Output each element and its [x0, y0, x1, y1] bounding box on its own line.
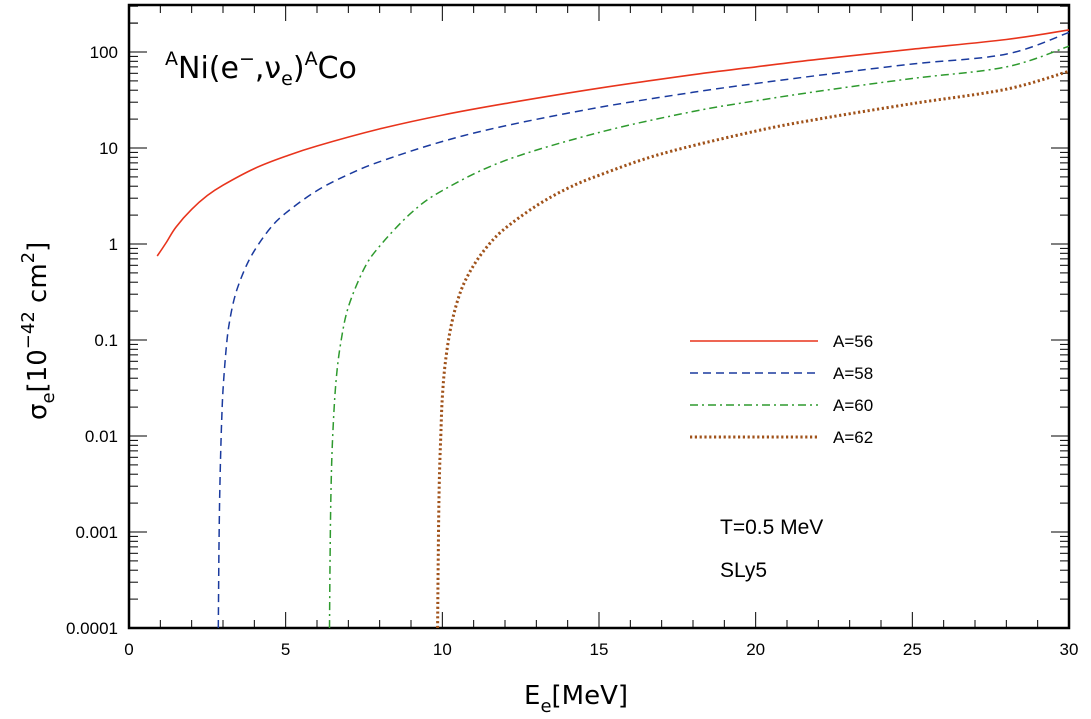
- reaction-sub-e: e: [281, 68, 293, 90]
- y-tick-label: 0.1: [94, 331, 118, 350]
- y-axis-title-sub: e: [38, 392, 59, 403]
- legend-label-a62: A=62: [833, 428, 873, 447]
- y-tick-label: 100: [90, 43, 118, 62]
- legend-label-a58: A=58: [833, 364, 873, 383]
- legend: A=56 A=58 A=60 A=62: [690, 332, 873, 447]
- x-axis-title: Ee[MeV]: [524, 681, 628, 717]
- y-axis-title-exp: −42: [18, 311, 39, 349]
- x-tick-label: 30: [1060, 640, 1079, 659]
- y-tick-label: 1: [109, 235, 118, 254]
- y-tick-label: 0.0001: [66, 619, 118, 638]
- annotation-model: SLy5: [720, 559, 767, 582]
- y-axis-title-sigma: σ: [23, 404, 53, 420]
- legend-entry: A=62: [690, 428, 873, 447]
- reaction-comma-nu: ,ν: [255, 51, 281, 86]
- x-tick-label: 0: [124, 640, 133, 659]
- legend-entry: A=58: [690, 364, 873, 383]
- legend-entry: A=60: [690, 396, 873, 415]
- x-tick-label: 15: [590, 640, 609, 659]
- reaction-close: ): [293, 51, 305, 86]
- y-tick-label: 0.001: [75, 523, 118, 542]
- axis-ticks: [128, 5, 1070, 629]
- legend-label-a60: A=60: [833, 396, 873, 415]
- y-tick-label: 10: [99, 139, 118, 158]
- x-axis-title-rest: [MeV]: [552, 681, 629, 711]
- series-line-a-62: [436, 69, 1070, 629]
- reaction-label: ANi(e−,νe)ACo: [165, 48, 357, 90]
- series-line-a-56: [156, 29, 1070, 257]
- y-axis-title-unit-exp: 2: [18, 252, 39, 263]
- legend-label-a56: A=56: [833, 332, 873, 351]
- y-axis-title: σe[10−42 cm2]: [18, 242, 59, 420]
- x-axis-title-sub: e: [540, 696, 551, 717]
- y-axis-title-close: ]: [23, 242, 53, 252]
- x-tick-label: 25: [903, 640, 922, 659]
- axis-tick-labels: 0 5 10 15 20 25 30 0.0001 0.001 0.01 0.1 1 10 100: [66, 43, 1078, 659]
- reaction-sup-b: A: [305, 48, 318, 70]
- y-axis-title-unit: cm: [23, 263, 53, 311]
- y-axis-title-open: [10: [23, 349, 53, 392]
- y-tick-label: 0.01: [85, 427, 118, 446]
- series-layer: [156, 29, 1070, 629]
- x-tick-label: 5: [281, 640, 290, 659]
- reaction-co: Co: [318, 51, 357, 86]
- series-line-a-58: [217, 31, 1070, 629]
- annotation-temperature: T=0.5 MeV: [720, 516, 823, 539]
- x-tick-label: 20: [746, 640, 765, 659]
- reaction-ni: Ni(e: [178, 51, 239, 86]
- x-tick-label: 10: [433, 640, 452, 659]
- series-line-a-60: [328, 45, 1070, 629]
- plot-frame: [127, 3, 1071, 630]
- x-axis-title-main: E: [524, 681, 540, 711]
- legend-entry: A=56: [690, 332, 873, 351]
- reaction-sup-a: A: [165, 48, 178, 70]
- reaction-minus: −: [239, 48, 255, 70]
